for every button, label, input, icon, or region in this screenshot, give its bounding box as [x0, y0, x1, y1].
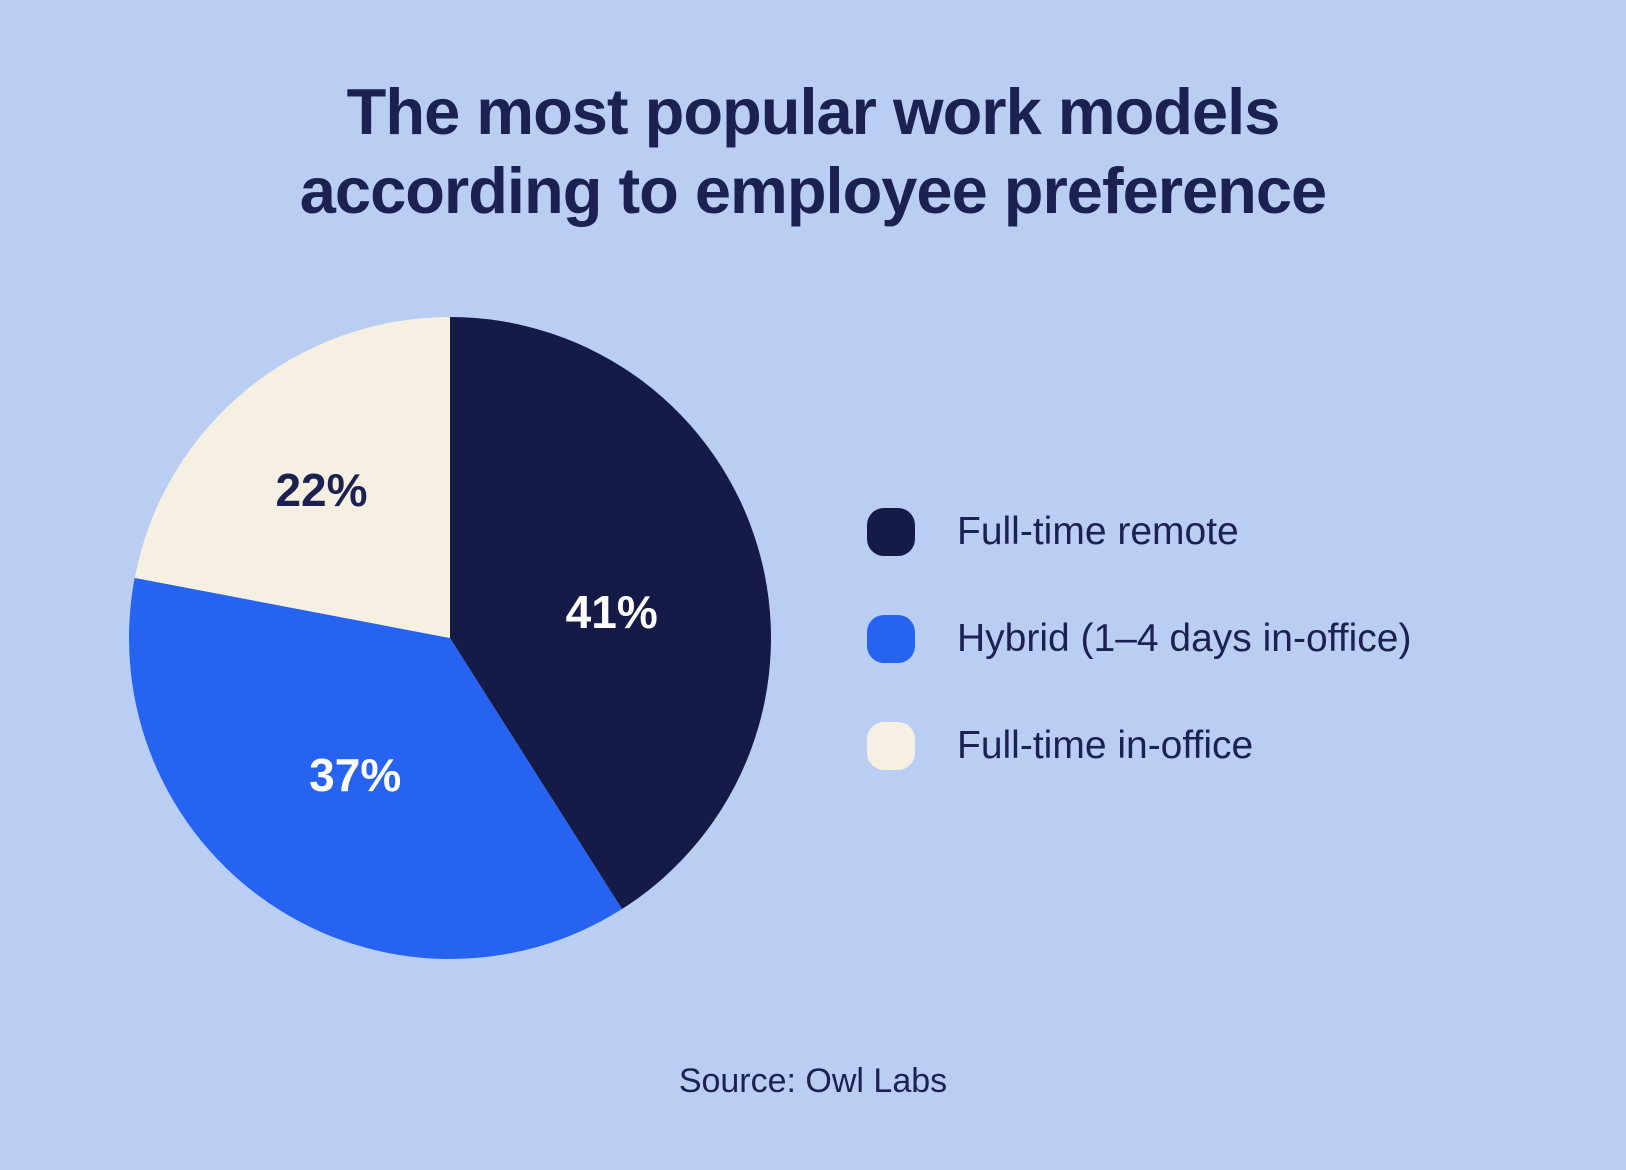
pie-slice-0: [450, 317, 771, 910]
pie-slice-value-0: 41%: [565, 586, 658, 639]
pie-slice-2: [134, 317, 450, 638]
pie-slice-value-2: 22%: [275, 464, 368, 517]
legend-item-hybrid: Hybrid (1–4 days in-office): [867, 615, 1411, 663]
pie-svg: [129, 317, 771, 959]
legend-dot: [867, 508, 915, 556]
legend-label: Hybrid (1–4 days in-office): [957, 617, 1412, 660]
pie-slice-1: [129, 577, 623, 959]
legend-item-full-time-in-office: Full-time in-office: [867, 722, 1411, 770]
pie-chart: 41% 37% 22%: [129, 317, 771, 959]
chart-title-line1: The most popular work models: [346, 75, 1281, 148]
legend-dot: [867, 615, 915, 663]
pie-slice-value-1: 37%: [309, 749, 402, 802]
legend-label: Full-time remote: [957, 510, 1239, 553]
chart-title: The most popular work models according t…: [0, 72, 1626, 230]
legend-dot: [867, 722, 915, 770]
source-caption: Source: Owl Labs: [678, 1062, 948, 1100]
chart-title-line2: according to employee preference: [299, 154, 1327, 227]
legend: Full-time remote Hybrid (1–4 days in-off…: [867, 508, 1411, 829]
legend-item-full-time-remote: Full-time remote: [867, 508, 1411, 556]
legend-label: Full-time in-office: [957, 724, 1254, 767]
